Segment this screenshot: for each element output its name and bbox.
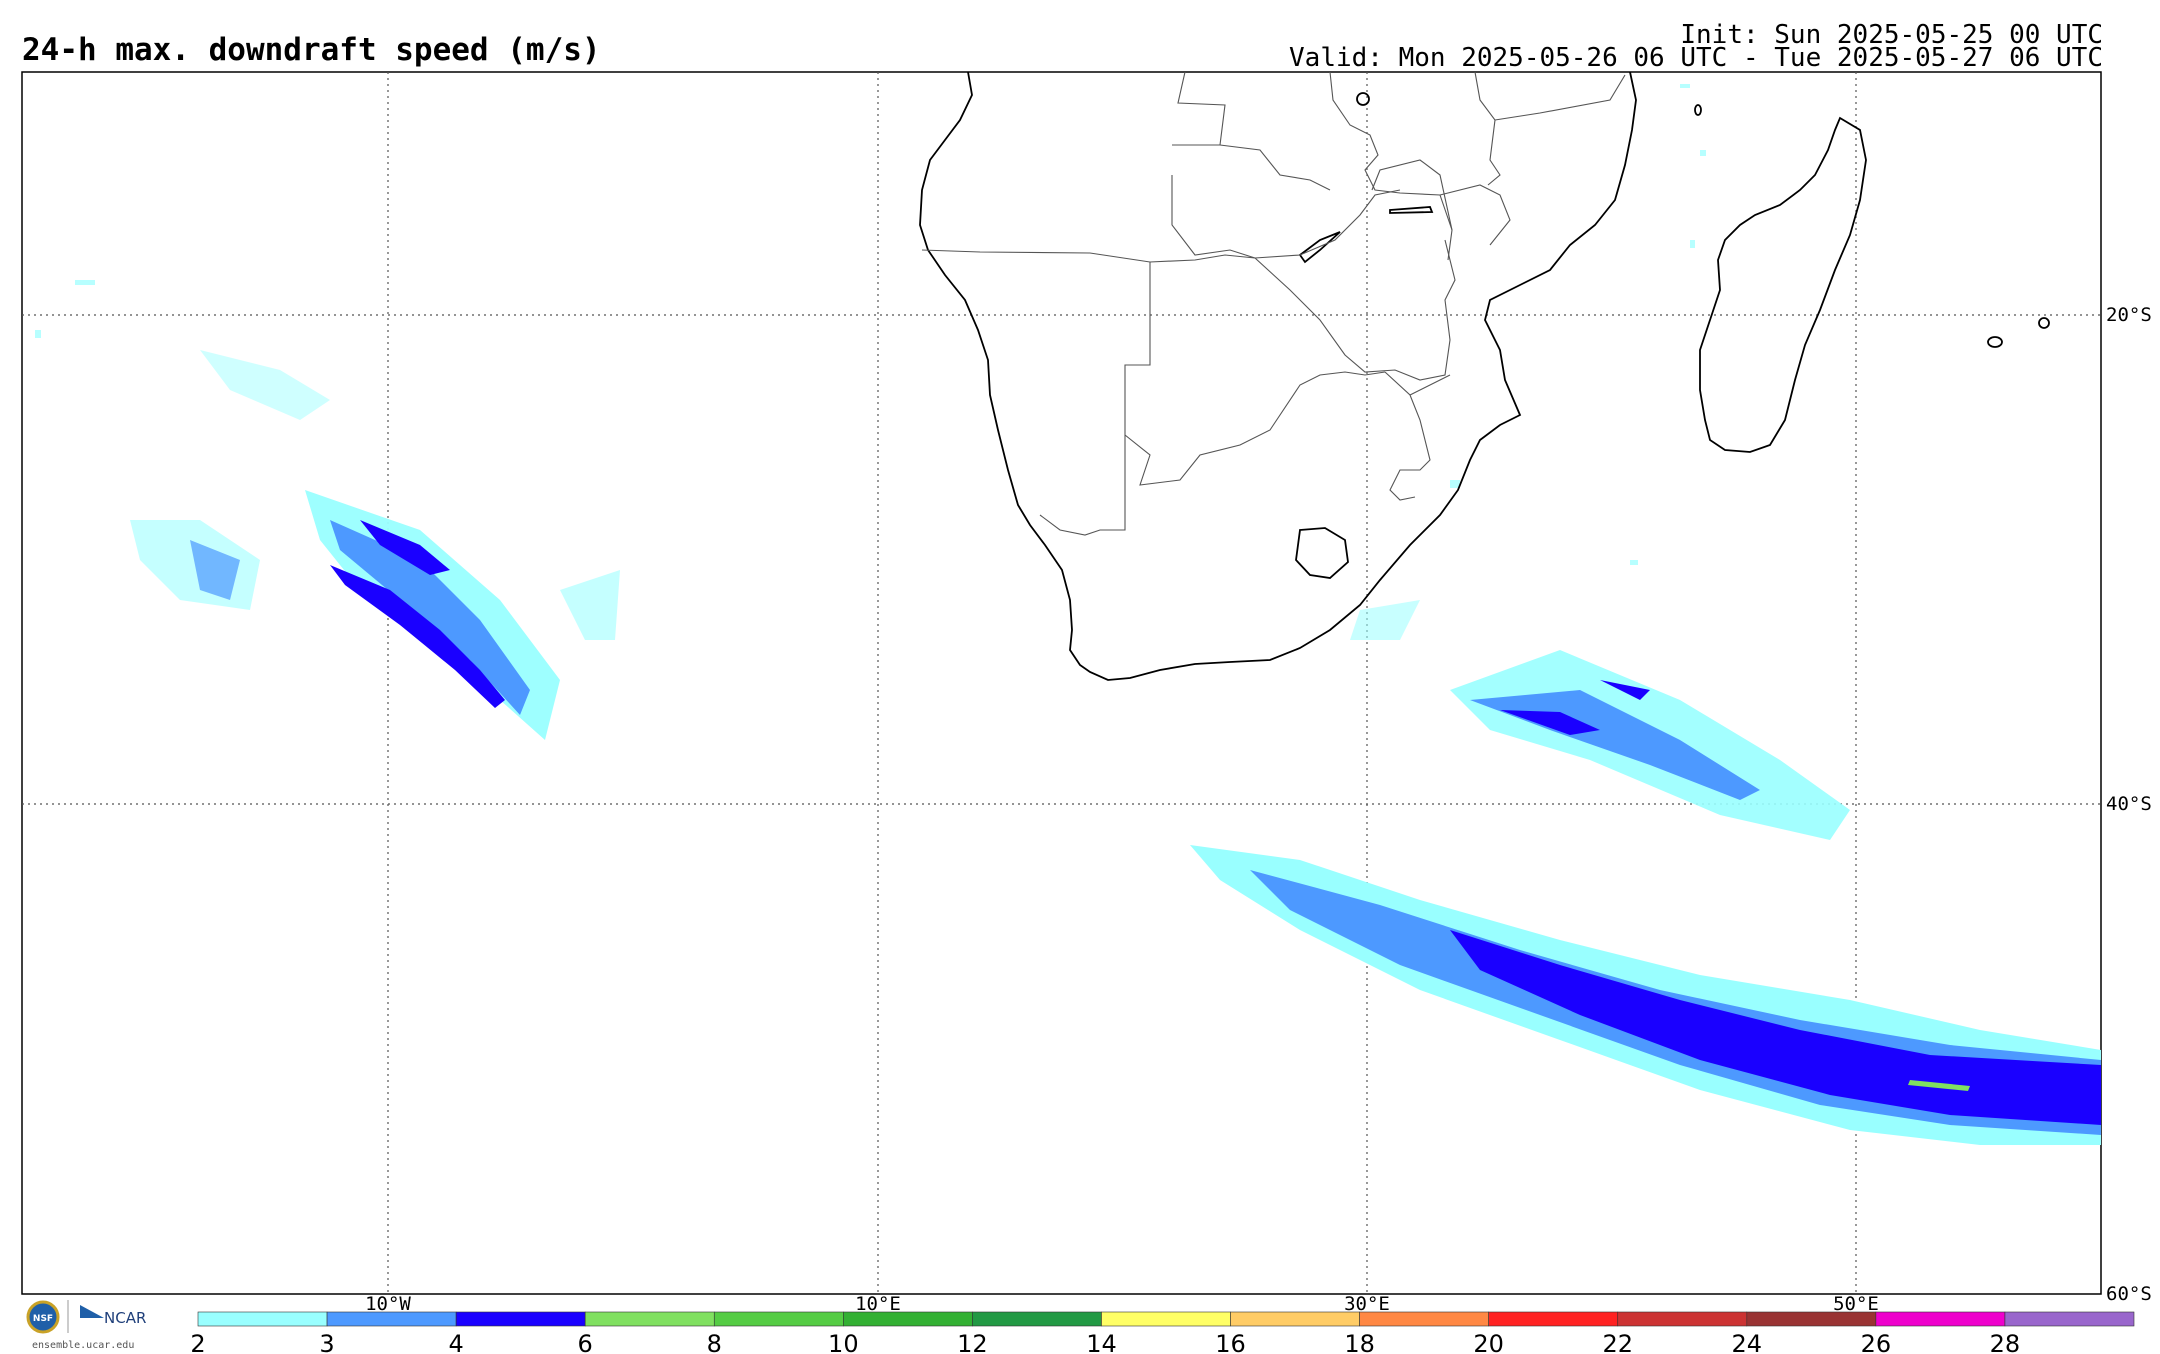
colorbar-tick-label: 16	[1215, 1330, 1246, 1354]
colorbar-tick-label: 20	[1473, 1330, 1504, 1354]
colorbar-tick-label: 2	[190, 1330, 205, 1354]
country-borders	[921, 71, 1626, 536]
lon-labels: 10°W 10°E 30°E 50°E	[365, 1293, 1879, 1315]
colorbar-tick-label: 18	[1344, 1330, 1375, 1354]
coastlines	[919, 71, 2050, 681]
valid-time: Valid: Mon 2025-05-26 06 UTC - Tue 2025-…	[1289, 43, 2103, 73]
colorbar-swatch	[1875, 1311, 2006, 1327]
colorbar-tick-label: 28	[1990, 1330, 2021, 1354]
lon-label-50e: 50°E	[1833, 1293, 1879, 1315]
colorbar-swatch	[972, 1311, 1102, 1327]
colorbar-tick-label: 6	[578, 1330, 593, 1354]
colorbar-tick-label: 12	[957, 1330, 988, 1354]
colorbar-tick-label: 14	[1086, 1330, 1117, 1354]
init-time: Init: Sun 2025-05-25 00 UTC	[1680, 20, 2103, 50]
lat-label-60s: 60°S	[2106, 1283, 2152, 1305]
lat-label-40s: 40°S	[2106, 793, 2152, 815]
colorbar-swatch	[1359, 1311, 1489, 1327]
graticule	[22, 72, 2101, 1294]
colorbar-swatch	[2004, 1311, 2135, 1327]
colorbar-tick-label: 24	[1732, 1330, 1763, 1354]
colorbar-tick-label: 22	[1602, 1330, 1633, 1354]
colorbar-swatch	[455, 1311, 586, 1327]
colorbar-tick-label: 26	[1861, 1330, 1892, 1354]
downdraft-field	[35, 84, 2101, 1145]
ncar-logo-text: NCAR	[104, 1309, 146, 1327]
nsf-logo-text: NSF	[33, 1314, 53, 1324]
lon-label-10w: 10°W	[365, 1293, 411, 1315]
colorbar-swatch	[1488, 1311, 1619, 1327]
colorbar-tick-label: 4	[448, 1330, 463, 1354]
colorbar-tick-label: 3	[319, 1330, 334, 1354]
ncar-logo: NCAR	[80, 1305, 146, 1327]
colorbar-tick-label: 10	[828, 1330, 859, 1354]
colorbar-swatch	[1230, 1311, 1360, 1327]
colorbar-swatch	[584, 1311, 715, 1327]
colorbar-swatch	[197, 1311, 328, 1327]
colorbar-swatch	[843, 1311, 973, 1327]
lat-labels: 20°S 40°S 60°S	[2106, 304, 2152, 1305]
nsf-logo: NSF	[26, 1300, 60, 1334]
colorbar-swatch	[1101, 1311, 1231, 1327]
colorbar-swatch	[326, 1311, 457, 1327]
lon-label-10e: 10°E	[855, 1293, 901, 1315]
colorbar-swatch	[1746, 1311, 1877, 1327]
map-title: 24-h max. downdraft speed (m/s)	[22, 32, 601, 68]
colorbar-swatch	[713, 1311, 844, 1327]
colorbar-tick-label: 8	[707, 1330, 722, 1354]
lat-label-20s: 20°S	[2106, 304, 2152, 326]
colorbar: 2 3 4 6 8 10 12 14 16 18 20 22 24 26 28	[190, 1311, 2135, 1354]
ensemble-url: ensemble.ucar.edu	[32, 1340, 134, 1351]
lon-label-30e: 30°E	[1344, 1293, 1390, 1315]
colorbar-swatch	[1617, 1311, 1748, 1327]
